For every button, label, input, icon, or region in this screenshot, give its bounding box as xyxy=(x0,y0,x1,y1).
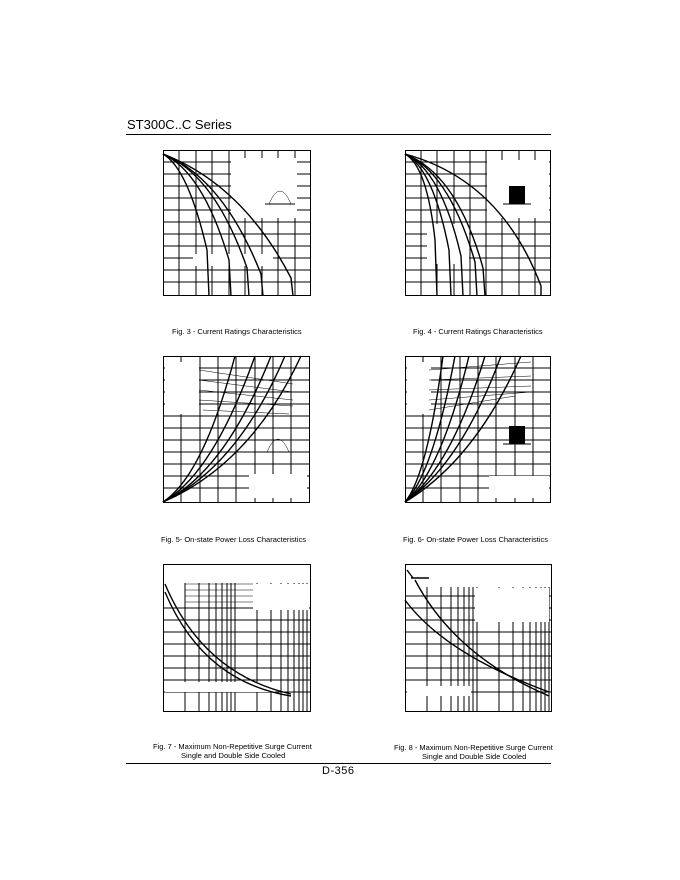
fig5-caption: Fig. 5- On-state Power Loss Characterist… xyxy=(161,535,307,544)
header-rule xyxy=(126,134,551,135)
footer-rule xyxy=(126,763,551,764)
page-number: D-356 xyxy=(322,765,355,777)
fig5-plot xyxy=(162,355,310,503)
fig6-caption: Fig. 6- On-state Power Loss Characterist… xyxy=(403,535,549,544)
series-title: ST300C..C Series xyxy=(127,117,232,132)
fig7-caption-line1: Fig. 7 - Maximum Non-Repetitive Surge Cu… xyxy=(153,742,312,751)
fig7-plot xyxy=(163,564,311,712)
fig3-plot xyxy=(162,150,311,297)
fig3-caption: Fig. 3 - Current Ratings Characteristics xyxy=(172,327,302,336)
fig8-caption-line1: Fig. 8 - Maximum Non-Repetitive Surge Cu… xyxy=(394,743,553,752)
fig7-caption-line2: Single and Double Side Cooled xyxy=(181,751,286,760)
fig8-plot xyxy=(404,564,552,712)
fig4-plot xyxy=(404,150,551,297)
fig4-caption: Fig. 4 - Current Ratings Characteristics xyxy=(413,327,543,336)
fig6-plot xyxy=(404,355,551,503)
fig8-caption-line2: Single and Double Side Cooled xyxy=(422,752,527,761)
